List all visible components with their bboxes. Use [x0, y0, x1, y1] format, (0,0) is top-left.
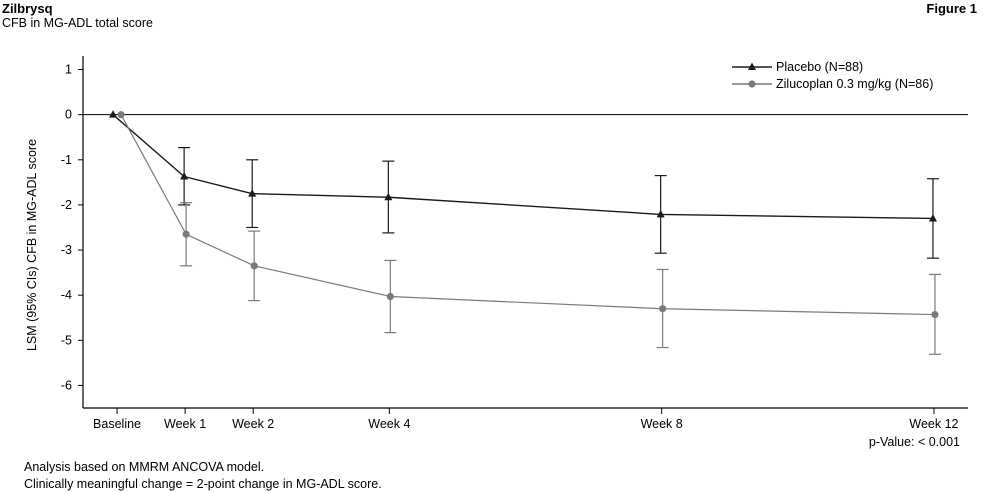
x-tick-label: Week 4: [368, 417, 410, 431]
legend-marker-triangle: [748, 62, 756, 70]
x-tick-label: Baseline: [93, 417, 141, 431]
data-point-triangle: [109, 110, 118, 118]
chart-subtitle: CFB in MG-ADL total score: [2, 16, 153, 30]
y-tick-label: -6: [61, 378, 72, 392]
y-tick-label: 1: [65, 63, 72, 77]
data-point-triangle: [180, 171, 189, 180]
data-point-circle: [659, 305, 667, 313]
legend-label-zilucoplan: Zilucoplan 0.3 mg/kg (N=86): [776, 77, 933, 91]
legend-marker-circle: [748, 80, 756, 88]
y-tick-label: 0: [65, 108, 72, 122]
series-placebo: [109, 110, 939, 259]
series-zilucoplan: [117, 111, 941, 355]
data-point-circle: [931, 310, 939, 319]
y-tick-label: -4: [61, 288, 72, 302]
x-tick-label: Week 2: [232, 417, 274, 431]
y-tick-label: -2: [61, 198, 72, 212]
footnote-analysis: Analysis based on MMRM ANCOVA model.: [24, 460, 265, 474]
chart-title: Zilbrysq: [2, 1, 53, 16]
x-tick-label: Week 12: [909, 417, 958, 431]
x-tick-label: Week 1: [164, 417, 206, 431]
legend: Placebo (N=88) Zilucoplan 0.3 mg/kg (N=8…: [732, 60, 933, 91]
legend-label-placebo: Placebo (N=88): [776, 60, 863, 74]
x-tick-label: Week 8: [641, 417, 683, 431]
data-point-triangle: [928, 213, 937, 222]
p-value-annotation: p-Value: < 0.001: [869, 435, 960, 449]
data-point-circle: [386, 292, 394, 301]
data-point-circle: [250, 262, 258, 270]
data-point-triangle: [384, 192, 393, 201]
y-axis-label: LSM (95% CIs) CFB in MG-ADL score: [25, 139, 39, 351]
series-line: [112, 114, 933, 220]
data-point-circle: [117, 111, 125, 119]
figure-label: Figure 1: [926, 1, 977, 16]
footnote-clinical-change: Clinically meaningful change = 2-point c…: [24, 477, 382, 491]
data-point-triangle: [656, 209, 665, 218]
y-tick-label: -1: [61, 153, 72, 167]
y-tick-label: -5: [61, 333, 72, 347]
series-line: [120, 114, 935, 316]
y-tick-label: -3: [61, 243, 72, 257]
data-point-triangle: [248, 189, 257, 197]
data-point-circle: [182, 230, 190, 238]
